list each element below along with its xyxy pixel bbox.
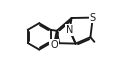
Text: S: S [90, 13, 96, 23]
Text: N: N [66, 25, 73, 35]
Text: O: O [50, 40, 58, 50]
